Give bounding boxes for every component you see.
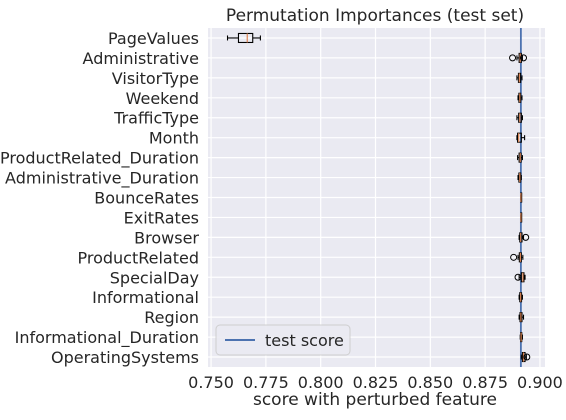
boxplot	[516, 72, 523, 83]
y-tick-label: OperatingSystems	[51, 348, 199, 367]
y-tick-label: Weekend	[126, 89, 199, 108]
x-tick-label: 0.825	[353, 373, 399, 392]
x-tick-labels: 0.750 0.775 0.800 0.825 0.850 0.875 0.900	[188, 373, 563, 392]
boxplot	[516, 132, 526, 143]
boxplot-outlier-point	[520, 54, 528, 62]
x-axis-label: score with perturbed feature	[253, 390, 497, 410]
y-tick-label: ProductRelated_Duration	[0, 149, 199, 169]
boxplot	[517, 92, 523, 103]
x-tick-label: 0.775	[243, 373, 289, 392]
y-tick-label: ExitRates	[124, 208, 199, 227]
y-tick-label: SpecialDay	[110, 268, 199, 287]
boxplot	[518, 232, 530, 243]
y-tick-label: Administrative	[83, 49, 199, 68]
boxplot	[516, 112, 523, 123]
y-tick-labels: PageValuesAdministrativeVisitorTypeWeeke…	[0, 29, 199, 367]
x-tick-label: 0.800	[298, 373, 344, 392]
boxplot-layer	[226, 32, 531, 363]
boxplot	[519, 332, 523, 343]
boxplot	[510, 252, 524, 263]
x-tick-label: 0.900	[517, 373, 563, 392]
boxplot	[520, 351, 531, 363]
boxplot	[520, 192, 523, 203]
y-tick-label: ProductRelated	[77, 248, 199, 267]
boxplot-outlier-point	[523, 353, 531, 361]
boxplot-box	[237, 32, 254, 44]
y-tick-label: Browser	[134, 228, 199, 247]
x-tick-label: 0.875	[462, 373, 508, 392]
boxplot	[518, 312, 525, 323]
boxplot	[517, 172, 522, 183]
legend: test score	[215, 324, 351, 356]
y-tick-label: Informational_Duration	[15, 328, 199, 348]
boxplot-outlier-point	[510, 253, 518, 261]
boxplot-outlier-point	[514, 273, 522, 281]
boxplot	[514, 272, 526, 283]
grid-lines	[208, 28, 545, 367]
boxplot	[226, 32, 261, 44]
boxplot	[509, 52, 528, 63]
y-tick-label: Administrative_Duration	[5, 169, 199, 189]
y-tick-label: TrafficType	[113, 109, 199, 128]
boxplot-outlier-point	[509, 54, 517, 62]
boxplot	[520, 212, 523, 223]
boxplot	[517, 152, 523, 163]
boxplot-box	[517, 132, 522, 143]
y-tick-label: Informational	[92, 288, 199, 307]
legend-label-test-score: test score	[265, 331, 344, 350]
legend-box	[215, 324, 351, 356]
x-tick-label: 0.750	[188, 373, 234, 392]
boxplot-outlier-point	[522, 233, 530, 241]
x-tick-label: 0.850	[407, 373, 453, 392]
y-tick-label: Month	[149, 129, 199, 148]
boxplot	[518, 292, 523, 303]
y-tick-label: VisitorType	[112, 69, 199, 88]
chart-title: Permutation Importances (test set)	[226, 6, 524, 26]
y-tick-label: PageValues	[108, 29, 199, 48]
y-tick-label: Region	[144, 308, 199, 327]
y-tick-label: BounceRates	[94, 189, 199, 208]
